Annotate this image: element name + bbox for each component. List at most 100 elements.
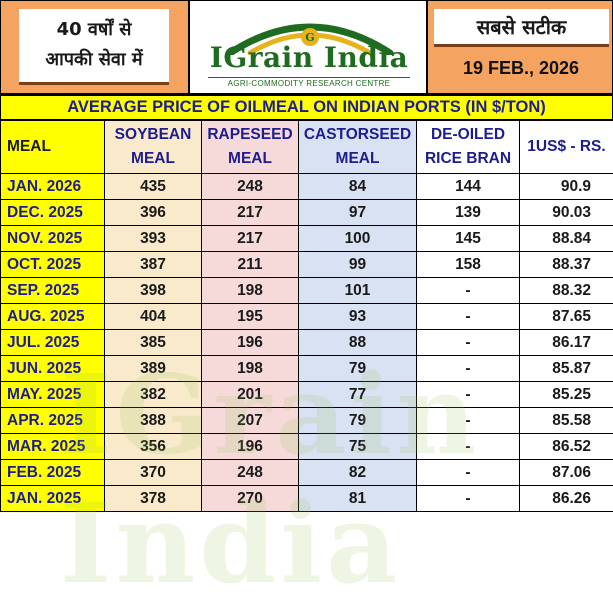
castorseed-cell: 75 <box>299 434 417 460</box>
usd-rs-cell: 88.32 <box>520 278 613 304</box>
month-cell: FEB. 2025 <box>1 460 105 486</box>
rapeseed-cell: 198 <box>202 278 299 304</box>
rapeseed-cell: 217 <box>202 226 299 252</box>
castorseed-cell: 81 <box>299 486 417 512</box>
month-cell: OCT. 2025 <box>1 252 105 278</box>
usd-rs-cell: 87.06 <box>520 460 613 486</box>
column-header-meal: MEAL <box>1 121 105 174</box>
rapeseed-cell: 198 <box>202 356 299 382</box>
rapeseed-cell: 207 <box>202 408 299 434</box>
month-cell: JAN. 2026 <box>1 174 105 200</box>
header-right-panel: सबसे सटीक 19 FEB., 2026 <box>427 0 613 94</box>
usd-rs-cell: 88.37 <box>520 252 613 278</box>
rice-bran-cell: - <box>417 356 520 382</box>
castorseed-cell: 99 <box>299 252 417 278</box>
castorseed-cell: 101 <box>299 278 417 304</box>
month-cell: JAN. 2025 <box>1 486 105 512</box>
usd-rs-cell: 90.03 <box>520 200 613 226</box>
rapeseed-cell: 248 <box>202 460 299 486</box>
rice-bran-cell: - <box>417 330 520 356</box>
month-cell: AUG. 2025 <box>1 304 105 330</box>
soybean-cell: 387 <box>105 252 202 278</box>
rice-bran-cell: - <box>417 304 520 330</box>
rapeseed-cell: 196 <box>202 330 299 356</box>
month-cell: APR. 2025 <box>1 408 105 434</box>
rice-bran-cell: - <box>417 460 520 486</box>
header: 40 वर्षों से आपकी सेवा में G IGrain Indi… <box>0 0 613 94</box>
castorseed-cell: 82 <box>299 460 417 486</box>
table-title: AVERAGE PRICE OF OILMEAL ON INDIAN PORTS… <box>0 94 613 120</box>
month-cell: JUN. 2025 <box>1 356 105 382</box>
soybean-cell: 393 <box>105 226 202 252</box>
rice-bran-cell: - <box>417 486 520 512</box>
soybean-cell: 356 <box>105 434 202 460</box>
rapeseed-cell: 211 <box>202 252 299 278</box>
castorseed-cell: 97 <box>299 200 417 226</box>
report-date: 19 FEB., 2026 <box>428 53 613 83</box>
castorseed-cell: 77 <box>299 382 417 408</box>
header-left-panel: 40 वर्षों से आपकी सेवा में <box>0 0 189 94</box>
rice-bran-cell: - <box>417 278 520 304</box>
rapeseed-cell: 196 <box>202 434 299 460</box>
column-header-usd-rs: 1US$ - RS. <box>520 121 613 174</box>
usd-rs-cell: 85.58 <box>520 408 613 434</box>
soybean-cell: 389 <box>105 356 202 382</box>
usd-rs-cell: 85.25 <box>520 382 613 408</box>
usd-rs-cell: 88.84 <box>520 226 613 252</box>
soybean-cell: 388 <box>105 408 202 434</box>
rapeseed-cell: 201 <box>202 382 299 408</box>
usd-rs-cell: 86.52 <box>520 434 613 460</box>
castorseed-cell: 84 <box>299 174 417 200</box>
soybean-cell: 378 <box>105 486 202 512</box>
brand-name: IGrain India <box>190 41 428 74</box>
month-cell: NOV. 2025 <box>1 226 105 252</box>
usd-rs-cell: 85.87 <box>520 356 613 382</box>
rice-bran-cell: 144 <box>417 174 520 200</box>
soybean-cell: 396 <box>105 200 202 226</box>
rice-bran-cell: - <box>417 382 520 408</box>
soybean-cell: 435 <box>105 174 202 200</box>
soybean-cell: 404 <box>105 304 202 330</box>
month-cell: SEP. 2025 <box>1 278 105 304</box>
rice-bran-cell: 145 <box>417 226 520 252</box>
rice-bran-cell: - <box>417 408 520 434</box>
slogan-card: सबसे सटीक <box>434 9 609 47</box>
soybean-cell: 370 <box>105 460 202 486</box>
rapeseed-cell: 195 <box>202 304 299 330</box>
brand-subtitle: AGRI-COMMODITY RESEARCH CENTRE <box>208 77 410 88</box>
castorseed-cell: 79 <box>299 408 417 434</box>
usd-rs-cell: 87.65 <box>520 304 613 330</box>
usd-rs-cell: 90.9 <box>520 174 613 200</box>
tagline-card: 40 वर्षों से आपकी सेवा में <box>19 9 169 85</box>
month-cell: MAR. 2025 <box>1 434 105 460</box>
soybean-cell: 398 <box>105 278 202 304</box>
month-cell: JUL. 2025 <box>1 330 105 356</box>
castorseed-cell: 88 <box>299 330 417 356</box>
castorseed-cell: 93 <box>299 304 417 330</box>
castorseed-cell: 79 <box>299 356 417 382</box>
castorseed-cell: 100 <box>299 226 417 252</box>
soybean-cell: 382 <box>105 382 202 408</box>
tagline-line-2: आपकी सेवा में <box>19 45 169 75</box>
usd-rs-cell: 86.17 <box>520 330 613 356</box>
month-cell: MAY. 2025 <box>1 382 105 408</box>
rice-bran-cell: 139 <box>417 200 520 226</box>
rice-bran-cell: - <box>417 434 520 460</box>
rapeseed-cell: 248 <box>202 174 299 200</box>
